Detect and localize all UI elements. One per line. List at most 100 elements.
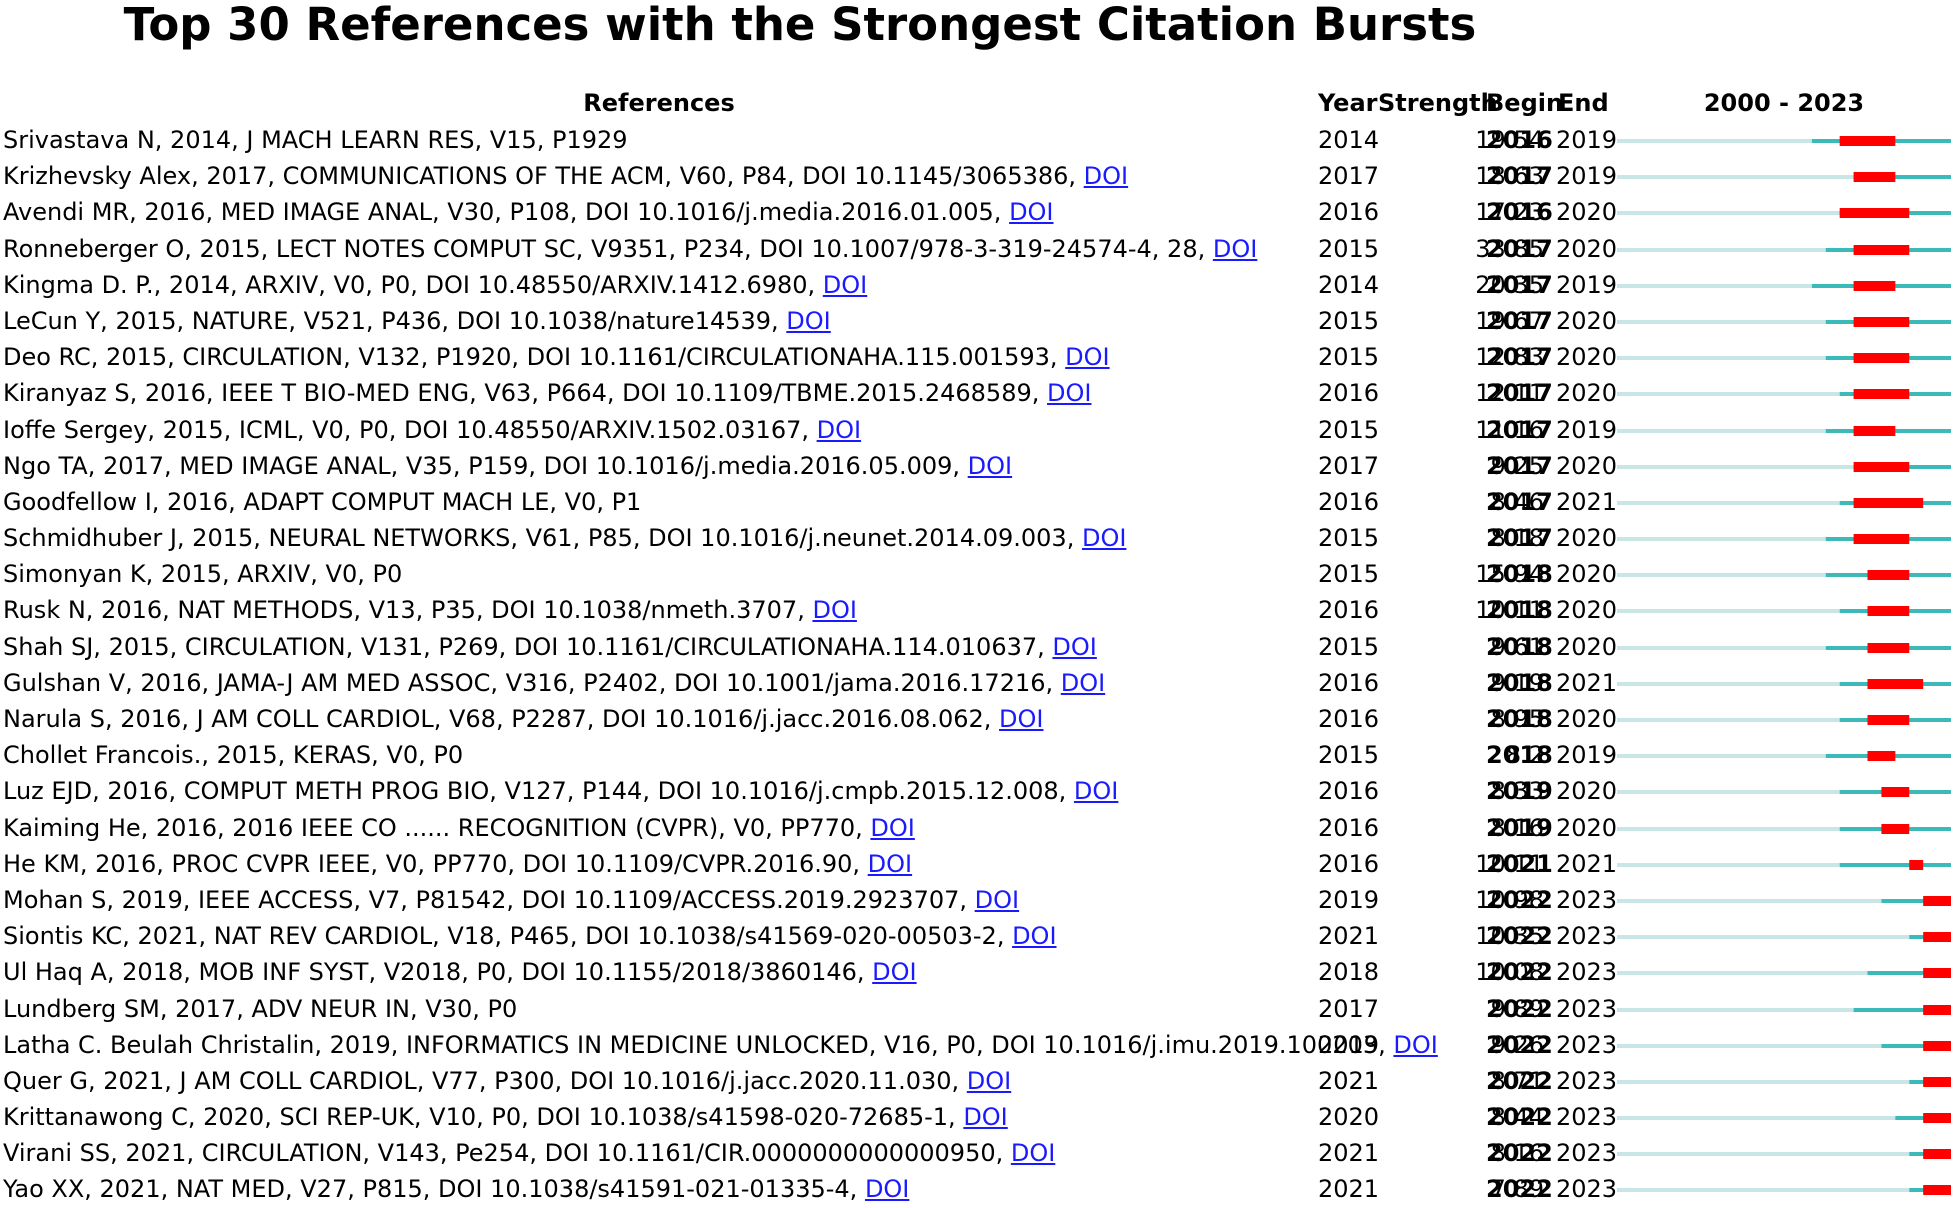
end-cell: 2023 bbox=[1556, 1175, 1618, 1204]
burst-timeline bbox=[1617, 1113, 1951, 1124]
reference-cell: Yao XX, 2021, NAT MED, V27, P815, DOI 10… bbox=[3, 1171, 909, 1207]
doi-link[interactable]: DOI bbox=[786, 306, 831, 335]
table-row: Schmidhuber J, 2015, NEURAL NETWORKS, V6… bbox=[0, 520, 1955, 556]
doi-link[interactable]: DOI bbox=[1081, 524, 1127, 553]
table-row: Ul Haq A, 2018, MOB INF SYST, V2018, P0,… bbox=[0, 954, 1955, 990]
strength-cell: 9.26 bbox=[1490, 1030, 1544, 1059]
begin-cell: 2017 bbox=[1486, 270, 1553, 299]
doi-link[interactable]: DOI bbox=[1065, 343, 1110, 372]
year-cell: 2021 bbox=[1318, 922, 1380, 951]
table-row: Virani SS, 2021, CIRCULATION, V143, Pe25… bbox=[0, 1135, 1955, 1171]
table-row: Kingma D. P., 2014, ARXIV, V0, P0, DOI 1… bbox=[0, 267, 1955, 303]
burst-bar bbox=[1923, 1004, 1951, 1015]
reference-cell: Schmidhuber J, 2015, NEURAL NETWORKS, V6… bbox=[3, 520, 1126, 556]
burst-bar bbox=[1923, 1149, 1951, 1160]
doi-link[interactable]: DOI bbox=[870, 813, 915, 842]
strength-cell: 9.25 bbox=[1490, 451, 1544, 480]
burst-bar bbox=[1853, 389, 1910, 400]
reference-text: Lundberg SM, 2017, ADV NEUR IN, V30, P0 bbox=[3, 994, 518, 1023]
doi-link[interactable]: DOI bbox=[822, 270, 868, 299]
end-cell: 2020 bbox=[1556, 198, 1618, 227]
end-cell: 2020 bbox=[1556, 234, 1618, 263]
table-row: Mohan S, 2019, IEEE ACCESS, V7, P81542, … bbox=[0, 882, 1955, 918]
end-cell: 2019 bbox=[1556, 270, 1618, 299]
reference-text: Ngo TA, 2017, MED IMAGE ANAL, V35, P159,… bbox=[3, 451, 968, 480]
begin-cell: 2018 bbox=[1486, 668, 1553, 697]
strength-cell: 8.16 bbox=[1490, 1139, 1544, 1168]
burst-timeline bbox=[1617, 859, 1951, 870]
reference-cell: Srivastava N, 2014, J MACH LEARN RES, V1… bbox=[3, 122, 628, 158]
strength-cell: 33.85 bbox=[1475, 234, 1544, 263]
doi-link[interactable]: DOI bbox=[966, 1066, 1012, 1095]
year-cell: 2015 bbox=[1318, 234, 1380, 263]
burst-bar bbox=[1853, 497, 1924, 508]
burst-timeline bbox=[1617, 1185, 1951, 1196]
doi-link[interactable]: DOI bbox=[1010, 1139, 1056, 1168]
doi-link[interactable]: DOI bbox=[1052, 632, 1097, 661]
table-row: Rusk N, 2016, NAT METHODS, V13, P35, DOI… bbox=[0, 592, 1955, 628]
reference-cell: Avendi MR, 2016, MED IMAGE ANAL, V30, P1… bbox=[3, 194, 1054, 230]
burst-bar bbox=[1853, 280, 1896, 291]
begin-cell: 2022 bbox=[1486, 1103, 1553, 1132]
end-cell: 2019 bbox=[1556, 162, 1618, 191]
burst-bar bbox=[1923, 1040, 1951, 1051]
reference-text: Deo RC, 2015, CIRCULATION, V132, P1920, … bbox=[3, 343, 1066, 372]
reference-text: Quer G, 2021, J AM COLL CARDIOL, V77, P3… bbox=[3, 1066, 967, 1095]
burst-table: Srivastava N, 2014, J MACH LEARN RES, V1… bbox=[0, 122, 1955, 1208]
doi-link[interactable]: DOI bbox=[867, 849, 913, 878]
doi-link[interactable]: DOI bbox=[1083, 162, 1129, 191]
table-row: Shah SJ, 2015, CIRCULATION, V131, P269, … bbox=[0, 629, 1955, 665]
doi-link[interactable]: DOI bbox=[1047, 379, 1092, 408]
reference-text: Shah SJ, 2015, CIRCULATION, V131, P269, … bbox=[3, 632, 1053, 661]
begin-cell: 2022 bbox=[1486, 922, 1553, 951]
burst-timeline bbox=[1617, 968, 1951, 979]
header-timeline-range: 2000 - 2023 bbox=[1703, 89, 1865, 117]
doi-link[interactable]: DOI bbox=[1073, 777, 1119, 806]
doi-link[interactable]: DOI bbox=[967, 451, 1013, 480]
burst-bar bbox=[1853, 353, 1910, 364]
end-cell: 2019 bbox=[1556, 415, 1618, 444]
begin-cell: 2017 bbox=[1486, 451, 1553, 480]
doi-link[interactable]: DOI bbox=[812, 596, 857, 625]
doi-link[interactable]: DOI bbox=[963, 1103, 1008, 1132]
doi-link[interactable]: DOI bbox=[999, 705, 1044, 733]
doi-link[interactable]: DOI bbox=[1393, 1030, 1438, 1059]
strength-cell: 15.94 bbox=[1475, 560, 1544, 589]
burst-timeline bbox=[1617, 353, 1951, 364]
strength-cell: 10.98 bbox=[1475, 885, 1544, 914]
reference-cell: Kingma D. P., 2014, ARXIV, V0, P0, DOI 1… bbox=[3, 267, 867, 303]
strength-cell: 19.54 bbox=[1475, 126, 1544, 154]
burst-bar bbox=[1923, 1185, 1951, 1196]
doi-link[interactable]: DOI bbox=[816, 415, 862, 444]
end-cell: 2023 bbox=[1556, 1030, 1618, 1059]
doi-link[interactable]: DOI bbox=[1212, 234, 1258, 263]
reference-text: Avendi MR, 2016, MED IMAGE ANAL, V30, P1… bbox=[3, 198, 1010, 227]
burst-timeline bbox=[1617, 280, 1951, 291]
doi-link[interactable]: DOI bbox=[1060, 668, 1106, 697]
table-row: Ngo TA, 2017, MED IMAGE ANAL, V35, P159,… bbox=[0, 448, 1955, 484]
end-cell: 2023 bbox=[1556, 885, 1618, 914]
burst-bar bbox=[1853, 534, 1910, 545]
reference-cell: Goodfellow I, 2016, ADAPT COMPUT MACH LE… bbox=[3, 484, 641, 520]
table-row: Srivastava N, 2014, J MACH LEARN RES, V1… bbox=[0, 122, 1955, 158]
reference-text: Narula S, 2016, J AM COLL CARDIOL, V68, … bbox=[3, 705, 1000, 733]
strength-cell: 10.11 bbox=[1475, 596, 1544, 625]
doi-link[interactable]: DOI bbox=[974, 885, 1020, 914]
strength-cell: 10.08 bbox=[1475, 958, 1544, 987]
begin-cell: 2017 bbox=[1486, 487, 1553, 516]
table-row: Kiranyaz S, 2016, IEEE T BIO-MED ENG, V6… bbox=[0, 375, 1955, 411]
doi-link[interactable]: DOI bbox=[1009, 198, 1054, 227]
doi-link[interactable]: DOI bbox=[864, 1175, 910, 1204]
reference-cell: Ronneberger O, 2015, LECT NOTES COMPUT S… bbox=[3, 231, 1257, 267]
burst-timeline bbox=[1617, 208, 1951, 219]
header-begin: Begin bbox=[1486, 89, 1564, 117]
year-cell: 2016 bbox=[1318, 198, 1380, 227]
end-cell: 2020 bbox=[1556, 596, 1618, 625]
table-row: Ronneberger O, 2015, LECT NOTES COMPUT S… bbox=[0, 231, 1955, 267]
doi-link[interactable]: DOI bbox=[1012, 922, 1057, 951]
burst-bar bbox=[1867, 642, 1910, 653]
burst-timeline bbox=[1617, 389, 1951, 400]
end-cell: 2023 bbox=[1556, 994, 1618, 1023]
reference-cell: Narula S, 2016, J AM COLL CARDIOL, V68, … bbox=[3, 701, 1044, 737]
doi-link[interactable]: DOI bbox=[872, 958, 917, 987]
